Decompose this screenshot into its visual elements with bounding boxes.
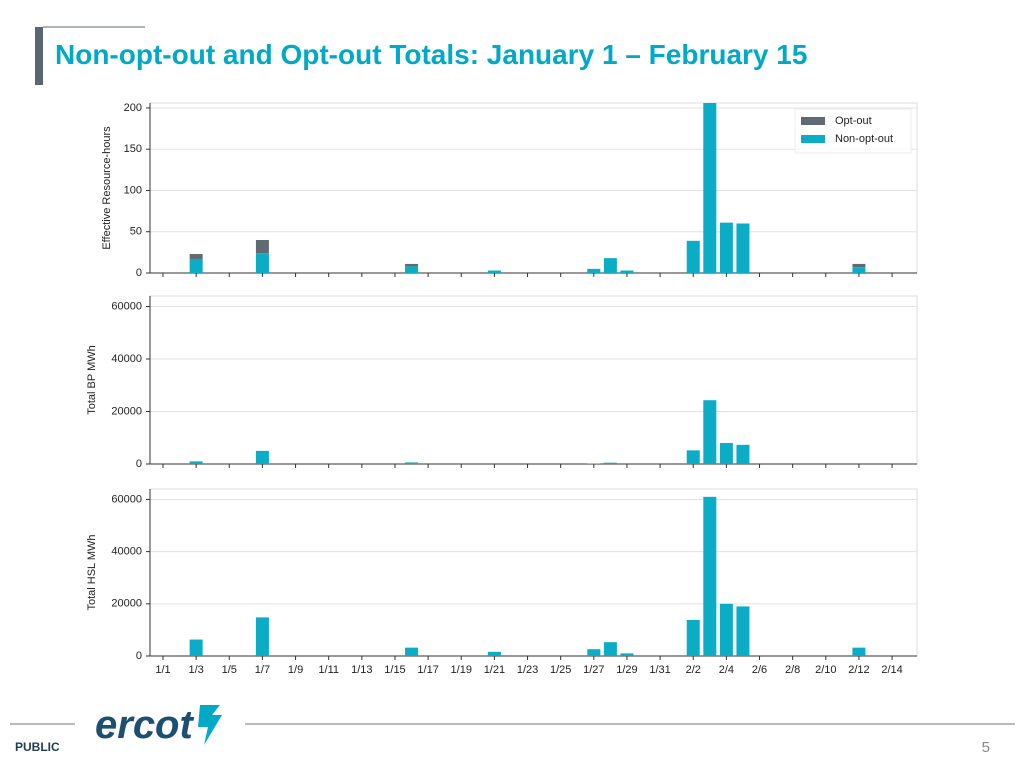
bar-segment bbox=[587, 268, 601, 273]
x-tick-label: 1/31 bbox=[649, 664, 670, 676]
x-tick-label: 1/29 bbox=[616, 664, 637, 676]
y-tick-label: 0 bbox=[136, 650, 142, 662]
y-tick-label: 20000 bbox=[111, 598, 142, 610]
logo-bolt bbox=[198, 705, 222, 745]
y-tick-label: 150 bbox=[124, 143, 142, 155]
bar-segment bbox=[686, 240, 700, 273]
bar bbox=[736, 444, 750, 464]
legend-swatch bbox=[801, 117, 825, 125]
bar-segment bbox=[719, 222, 733, 273]
x-tick-label: 1/5 bbox=[222, 664, 237, 676]
bar bbox=[487, 463, 501, 464]
bar bbox=[686, 450, 700, 464]
y-tick-label: 40000 bbox=[111, 546, 142, 558]
bar-segment bbox=[603, 258, 617, 273]
bar bbox=[405, 647, 419, 656]
bar bbox=[255, 450, 269, 464]
bars bbox=[189, 103, 866, 273]
x-tick-label: 1/7 bbox=[255, 664, 270, 676]
bar bbox=[189, 461, 203, 464]
x-tick-label: 1/9 bbox=[288, 664, 303, 676]
bar bbox=[487, 651, 501, 656]
bar bbox=[603, 642, 617, 656]
y-axis-label: Total BP MWh bbox=[86, 345, 98, 415]
legend-label: Non-opt-out bbox=[835, 133, 893, 145]
bar bbox=[405, 462, 419, 464]
legend-label: Opt-out bbox=[835, 115, 872, 127]
y-tick-label: 40000 bbox=[111, 353, 142, 365]
y-tick-label: 0 bbox=[136, 458, 142, 470]
x-tick-label: 1/23 bbox=[517, 664, 538, 676]
x-tick-label: 2/12 bbox=[848, 664, 869, 676]
x-tick-label: 1/1 bbox=[155, 664, 170, 676]
bar bbox=[719, 603, 733, 656]
bar bbox=[852, 463, 866, 464]
plot-frame bbox=[149, 295, 918, 465]
legend-box bbox=[794, 108, 912, 154]
bar-segment bbox=[405, 266, 419, 273]
y-tick-label: 60000 bbox=[111, 300, 142, 312]
bar-segment bbox=[703, 103, 717, 273]
logo: ercot bbox=[95, 703, 194, 747]
y-tick-label: 0 bbox=[136, 267, 142, 279]
bar-segment bbox=[852, 267, 866, 273]
bar-segment bbox=[255, 253, 269, 273]
x-tick-label: 1/17 bbox=[417, 664, 438, 676]
x-tick-label: 1/19 bbox=[451, 664, 472, 676]
bar bbox=[736, 606, 750, 656]
bar bbox=[255, 617, 269, 656]
y-axis-label: Total HSL MWh bbox=[86, 534, 98, 610]
x-tick-label: 1/27 bbox=[583, 664, 604, 676]
bar bbox=[703, 400, 717, 464]
slide-title: Non-opt-out and Opt-out Totals: January … bbox=[55, 39, 807, 70]
y-tick-label: 50 bbox=[130, 226, 142, 238]
bar bbox=[703, 496, 717, 656]
bar-segment bbox=[405, 263, 419, 267]
bar bbox=[719, 443, 733, 464]
title-accent bbox=[35, 27, 43, 85]
x-tick-label: 1/25 bbox=[550, 664, 571, 676]
y-axis-label: Effective Resource-hours bbox=[101, 126, 113, 250]
bar bbox=[686, 619, 700, 656]
bar bbox=[620, 653, 634, 656]
bars bbox=[189, 400, 866, 464]
x-tick-label: 1/3 bbox=[188, 664, 203, 676]
footer-label: PUBLIC bbox=[15, 740, 60, 754]
x-tick-label: 2/14 bbox=[881, 664, 902, 676]
bar-segment bbox=[189, 258, 203, 273]
bar bbox=[603, 462, 617, 464]
bar-segment bbox=[255, 239, 269, 254]
y-tick-label: 60000 bbox=[111, 493, 142, 505]
bar-segment bbox=[487, 270, 501, 273]
x-tick-label: 2/10 bbox=[815, 664, 836, 676]
bar-segment bbox=[189, 254, 203, 259]
x-tick-label: 2/8 bbox=[785, 664, 800, 676]
x-tick-label: 2/2 bbox=[686, 664, 701, 676]
x-tick-label: 2/4 bbox=[719, 664, 734, 676]
y-tick-label: 200 bbox=[124, 102, 142, 114]
x-tick-label: 2/6 bbox=[752, 664, 767, 676]
y-tick-label: 100 bbox=[124, 184, 142, 196]
bar bbox=[189, 639, 203, 656]
bar bbox=[587, 463, 601, 464]
x-tick-label: 1/15 bbox=[384, 664, 405, 676]
bar-segment bbox=[736, 223, 750, 273]
legend-swatch bbox=[801, 135, 825, 143]
bar-segment bbox=[852, 263, 866, 268]
bars bbox=[189, 496, 866, 656]
bar bbox=[852, 647, 866, 656]
bar bbox=[587, 649, 601, 656]
bar-segment bbox=[620, 270, 634, 273]
page-number: 5 bbox=[982, 739, 990, 756]
x-tick-label: 1/21 bbox=[484, 664, 505, 676]
x-tick-label: 1/11 bbox=[318, 664, 339, 676]
y-tick-label: 20000 bbox=[111, 405, 142, 417]
x-tick-label: 1/13 bbox=[351, 664, 372, 676]
